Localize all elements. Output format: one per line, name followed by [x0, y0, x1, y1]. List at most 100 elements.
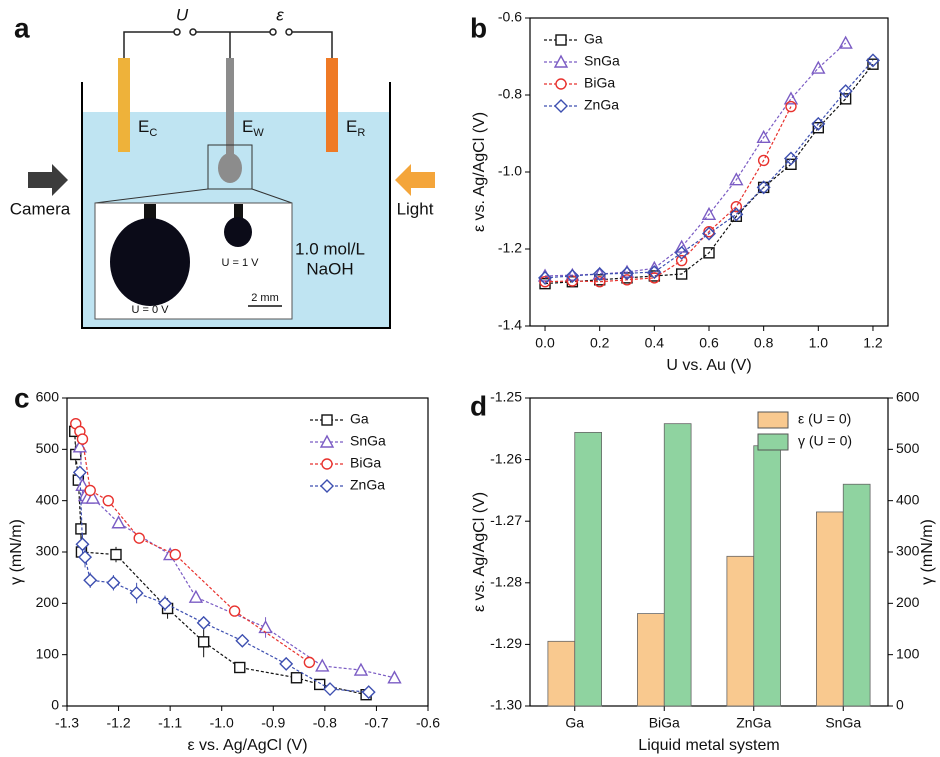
bar: [842, 483, 871, 707]
inset-drop: [144, 204, 156, 222]
point: [157, 596, 172, 611]
point: [538, 270, 553, 285]
series-line: [75, 423, 310, 663]
point: [106, 575, 121, 590]
legend-marker: [320, 479, 334, 493]
y-tick-label: -1.29: [490, 635, 522, 651]
legend-label: SnGa: [584, 53, 620, 69]
point: [757, 154, 770, 167]
point: [188, 589, 204, 603]
point: [197, 636, 210, 648]
point: [133, 532, 145, 544]
y2-tick-label: 100: [896, 645, 920, 661]
electrode-label: EW: [242, 117, 264, 138]
panel-label: b: [470, 12, 487, 43]
electrode-sub: C: [149, 127, 157, 139]
point: [729, 172, 744, 186]
x-tick-label: -0.7: [364, 715, 388, 731]
y-tick-label: -1.30: [490, 697, 522, 713]
legend-label: Ga: [350, 411, 369, 427]
x-tick-label: Ga: [565, 715, 584, 731]
point: [675, 268, 688, 280]
point: [812, 122, 825, 134]
point: [361, 685, 376, 700]
point: [620, 266, 635, 281]
point: [78, 550, 93, 565]
reference-electrode: [326, 58, 338, 152]
point: [353, 662, 369, 676]
point: [102, 494, 114, 507]
y-tick-label: 500: [36, 440, 60, 456]
legend-label: Ga: [584, 31, 603, 47]
point: [839, 93, 852, 105]
inset-drop: [110, 218, 190, 306]
legend-label: ε (U = 0): [798, 411, 851, 427]
point: [811, 116, 826, 131]
counter-electrode: [118, 58, 130, 152]
point: [75, 523, 87, 535]
point: [811, 60, 826, 74]
point: [279, 656, 294, 671]
point: [290, 672, 303, 684]
electrode-letter: E: [346, 117, 357, 136]
legend-marker: [319, 434, 335, 448]
point: [129, 586, 144, 601]
point: [729, 207, 744, 222]
y-tick-label: -1.26: [490, 450, 522, 466]
inset-drop: [224, 217, 252, 247]
point: [647, 265, 662, 280]
point: [838, 35, 853, 49]
point: [674, 239, 689, 253]
series-line: [74, 431, 367, 696]
droplet: [218, 153, 242, 183]
y-tick-label: -1.28: [490, 574, 522, 590]
legend-marker: [321, 414, 333, 426]
y-tick-label: -0.8: [498, 86, 522, 102]
point: [228, 605, 241, 617]
point: [674, 245, 689, 260]
x-tick-label: -0.6: [416, 715, 440, 731]
series-line: [79, 472, 369, 693]
point: [867, 58, 879, 70]
x-tick-label: 0.4: [645, 335, 665, 351]
bar: [753, 445, 782, 707]
legend-label: γ (U = 0): [798, 433, 852, 449]
x-tick-label: -1.1: [158, 715, 182, 731]
y2-tick-label: 0: [896, 697, 904, 713]
x-tick-label: -1.3: [55, 715, 79, 731]
point: [702, 226, 716, 241]
y-tick-label: 300: [36, 543, 60, 559]
panel-label: d: [470, 390, 487, 421]
y2-tick-label: 300: [896, 543, 920, 559]
x-axis-label: U vs. Au (V): [666, 357, 751, 374]
light-label: Light: [397, 199, 434, 218]
circuit: [123, 28, 333, 58]
x-tick-label: 0.6: [699, 335, 719, 351]
point: [303, 656, 316, 669]
scale-label: 2 mm: [251, 292, 279, 304]
electrode-letter: E: [138, 117, 149, 136]
point: [783, 151, 798, 166]
y2-tick-label: 200: [896, 594, 920, 610]
legend-marker: [553, 54, 569, 68]
electrode-label: EC: [138, 117, 157, 138]
panel-label: a: [14, 12, 30, 43]
electrode-label: ER: [346, 117, 365, 138]
point: [783, 91, 799, 105]
y-tick-label: 400: [36, 491, 60, 507]
point: [593, 276, 606, 288]
y2-tick-label: 400: [896, 491, 920, 507]
point: [110, 548, 122, 561]
legend-swatch: [757, 411, 789, 429]
working-electrode: [226, 58, 234, 156]
point: [72, 439, 88, 453]
bar: [637, 613, 665, 707]
series-line: [79, 446, 395, 679]
point: [730, 200, 743, 213]
point: [565, 268, 580, 283]
zoom-line: [251, 188, 293, 204]
point: [756, 129, 771, 144]
legend-label: SnGa: [350, 433, 386, 449]
point: [75, 537, 90, 552]
